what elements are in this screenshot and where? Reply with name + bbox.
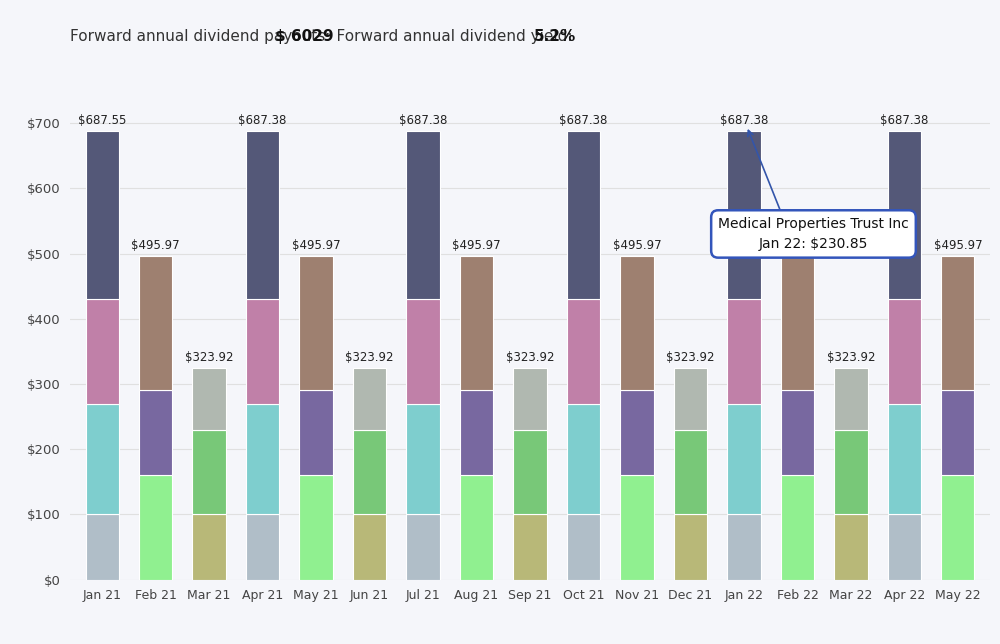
Bar — [727, 299, 761, 404]
Bar — [620, 390, 654, 475]
Text: $495.97: $495.97 — [613, 239, 661, 252]
Bar — [727, 131, 761, 299]
Bar — [460, 475, 493, 580]
Bar — [674, 430, 707, 515]
Bar — [941, 390, 974, 475]
Bar — [299, 256, 333, 390]
Bar — [192, 368, 226, 430]
Bar — [139, 475, 172, 580]
Bar — [139, 390, 172, 475]
Bar — [192, 430, 226, 515]
Text: 5.2%: 5.2% — [534, 29, 576, 44]
Text: $687.38: $687.38 — [880, 115, 929, 128]
Bar — [406, 515, 440, 580]
Bar — [513, 430, 547, 515]
Bar — [246, 404, 279, 515]
Bar — [86, 515, 119, 580]
Bar — [567, 131, 600, 299]
Bar — [406, 131, 440, 299]
Bar — [299, 390, 333, 475]
Bar — [781, 256, 814, 390]
Bar — [888, 299, 921, 404]
Bar — [406, 299, 440, 404]
Text: Forward annual dividend yield:: Forward annual dividend yield: — [317, 29, 577, 44]
Bar — [834, 430, 868, 515]
Bar — [299, 475, 333, 580]
Bar — [888, 131, 921, 299]
Bar — [86, 131, 119, 299]
Bar — [888, 404, 921, 515]
Bar — [834, 515, 868, 580]
Bar — [567, 404, 600, 515]
Text: $323.92: $323.92 — [827, 352, 875, 365]
Bar — [781, 475, 814, 580]
Text: $495.97: $495.97 — [292, 239, 340, 252]
Bar — [139, 256, 172, 390]
Text: $495.97: $495.97 — [452, 239, 501, 252]
Bar — [674, 515, 707, 580]
Text: $323.92: $323.92 — [666, 352, 715, 365]
Text: $687.55: $687.55 — [78, 114, 126, 128]
Bar — [246, 299, 279, 404]
Bar — [834, 368, 868, 430]
Bar — [246, 131, 279, 299]
Text: Medical Properties Trust Inc
Jan 22: $230.85: Medical Properties Trust Inc Jan 22: $23… — [718, 217, 909, 251]
Text: $687.38: $687.38 — [559, 115, 608, 128]
Text: $687.38: $687.38 — [399, 115, 447, 128]
Bar — [86, 299, 119, 404]
Bar — [620, 256, 654, 390]
Text: $495.97: $495.97 — [131, 239, 180, 252]
Bar — [567, 515, 600, 580]
Bar — [620, 475, 654, 580]
Bar — [674, 368, 707, 430]
Text: $495.97: $495.97 — [934, 239, 982, 252]
Bar — [781, 390, 814, 475]
Bar — [353, 515, 386, 580]
Bar — [246, 515, 279, 580]
Bar — [941, 256, 974, 390]
Bar — [513, 368, 547, 430]
Text: $323.92: $323.92 — [345, 352, 394, 365]
Text: $495.97: $495.97 — [773, 239, 822, 252]
Bar — [727, 404, 761, 515]
Bar — [941, 475, 974, 580]
Bar — [567, 299, 600, 404]
Text: Forward annual dividend payouts:: Forward annual dividend payouts: — [70, 29, 335, 44]
Bar — [192, 515, 226, 580]
Bar — [86, 404, 119, 515]
Text: $323.92: $323.92 — [185, 352, 233, 365]
Text: $687.38: $687.38 — [720, 115, 768, 128]
Bar — [353, 368, 386, 430]
Bar — [727, 515, 761, 580]
Text: $687.38: $687.38 — [238, 115, 287, 128]
Bar — [460, 390, 493, 475]
Bar — [513, 515, 547, 580]
Bar — [353, 430, 386, 515]
Text: $323.92: $323.92 — [506, 352, 554, 365]
Bar — [460, 256, 493, 390]
Bar — [888, 515, 921, 580]
Text: $ 6029: $ 6029 — [275, 29, 333, 44]
Bar — [406, 404, 440, 515]
